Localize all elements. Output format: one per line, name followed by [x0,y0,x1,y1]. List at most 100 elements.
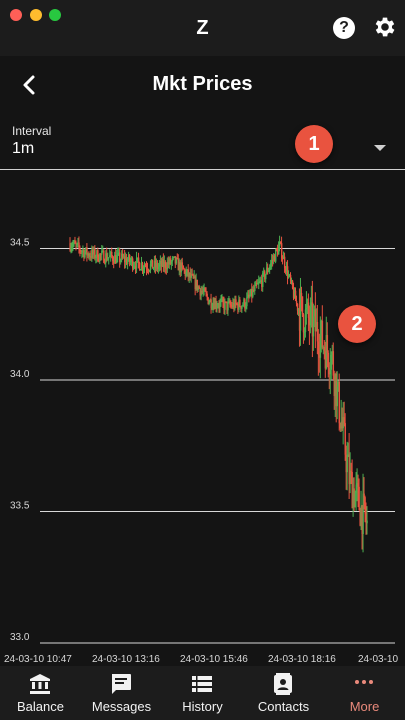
candle-body [215,300,217,308]
candle-body [214,300,216,309]
tab-contacts[interactable]: Contacts [243,666,324,720]
candle-body [233,302,235,309]
candle-body [224,301,226,310]
candle-body [363,493,365,498]
tab-more[interactable]: More [324,666,405,720]
candle-body [109,255,111,258]
candle-body [133,266,136,268]
candle-body [247,294,249,298]
candle-body [250,288,252,296]
gear-icon[interactable] [372,14,398,40]
list-icon [192,676,212,692]
candle-body [135,257,138,269]
candle-body [222,298,224,303]
candle-body [340,421,342,429]
candle-body [269,267,271,270]
candle-body [267,267,269,272]
candle-body [217,305,219,307]
candle-body [87,253,89,256]
candle-body [357,483,359,487]
candle-body [239,299,241,307]
help-icon[interactable]: ? [333,17,355,39]
annotation-badge-2: 2 [338,305,376,343]
candle-body [137,257,140,263]
candle-body [349,470,351,485]
candle-body [251,288,253,297]
candle-body [204,288,206,292]
candle-body [271,259,273,264]
candle-body [323,347,326,351]
candle-body [282,256,285,259]
tab-history[interactable]: History [162,666,243,720]
candle-body [153,260,156,268]
candle-body [174,256,177,264]
candle-body [212,303,214,308]
candle-body [213,303,215,309]
candle-body [283,256,286,268]
candle-body [310,302,313,307]
candle-body [300,292,303,297]
candle-body [182,265,185,270]
candle-body [73,241,75,245]
candle-body [322,347,325,349]
price-chart[interactable]: 35.034.534.033.533.024-03-10 10:4724-03-… [0,112,405,672]
tab-balance[interactable]: Balance [0,666,81,720]
x-tick-label: 24-03-10 15:46 [180,654,248,665]
candle-body [350,470,352,472]
candle-body [281,258,284,260]
candle-body [316,321,319,342]
tab-messages[interactable]: Messages [81,666,162,720]
candle-body [131,258,134,269]
candle-body [165,268,168,270]
candle-body [278,246,280,255]
candle-body [121,253,123,261]
tab-label: Messages [91,699,152,714]
candle-body [134,266,137,269]
candle-body [278,241,281,247]
y-tick-label: 33.0 [10,632,30,643]
candle-body [201,291,203,293]
candle-body [262,272,264,287]
y-tick-label: 34.0 [10,369,30,380]
candle-body [218,305,220,308]
candle-body [296,303,299,311]
candle-body [266,267,268,275]
candle-body [168,258,171,265]
candle-body [190,274,192,278]
candle-body [154,260,157,268]
candle-body [345,454,347,473]
candle-body [343,417,345,424]
candle-body [332,351,335,376]
candle-body [356,483,358,485]
candle-body [211,307,213,309]
candle-body [274,255,276,262]
candle-body [123,256,125,258]
chevron-down-icon[interactable] [374,145,386,151]
candle-body [186,269,189,272]
candle-body [136,257,139,259]
interval-dropdown[interactable]: Interval 1m [0,112,405,170]
candle-body [206,293,208,298]
candle-body [185,271,188,276]
candle-body [89,256,91,258]
candle-body [315,321,318,332]
page-header: Mkt Prices [0,56,405,112]
candle-body [172,257,175,259]
candle-body [95,257,97,259]
close-window-button[interactable] [10,9,22,21]
candle-body [207,297,209,305]
candle-body [235,299,237,304]
candle-body [360,505,362,526]
candle-body [100,253,102,255]
candle-body [295,300,298,304]
candle-body [108,257,110,259]
maximize-window-button[interactable] [49,9,61,21]
x-tick-label: 24-03-10 18:16 [268,654,336,665]
back-arrow-icon[interactable] [14,70,44,100]
candle-body [127,260,129,265]
candle-body [209,299,211,303]
minimize-window-button[interactable] [30,9,42,21]
candle-body [203,288,205,292]
candle-body [124,256,126,263]
candle-body [205,291,207,294]
